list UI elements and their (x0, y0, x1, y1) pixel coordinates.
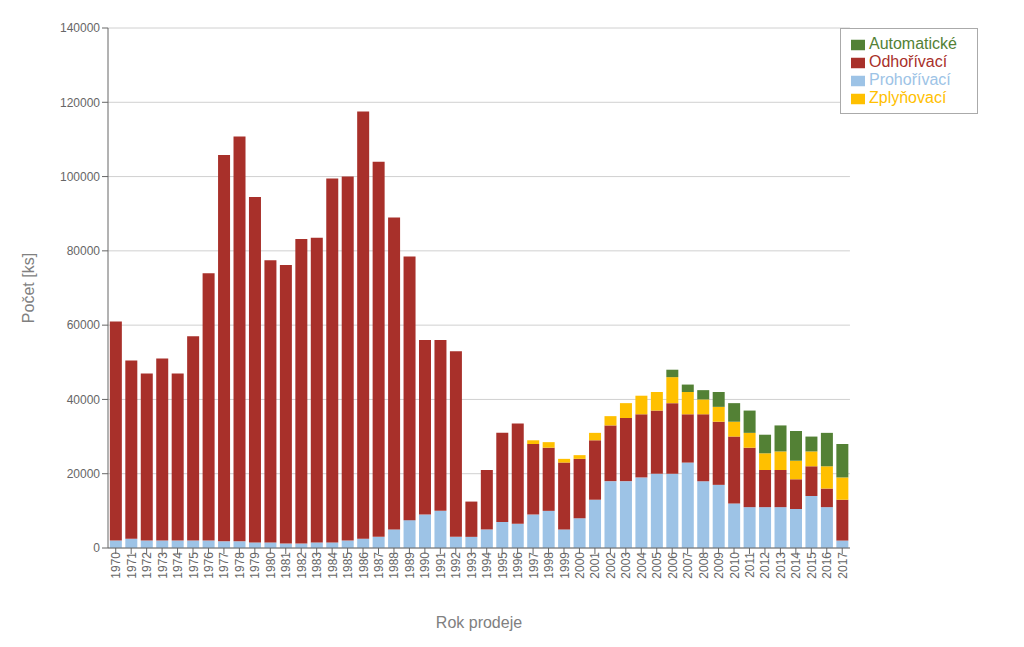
svg-text:2013: 2013 (774, 552, 788, 579)
svg-text:60000: 60000 (67, 318, 101, 332)
svg-text:2006: 2006 (666, 552, 680, 579)
svg-text:2009: 2009 (712, 552, 726, 579)
html-text:Prohořívací: Prohořívací (869, 71, 951, 88)
svg-text:0: 0 (93, 541, 100, 555)
svg-text:1999: 1999 (558, 552, 572, 579)
svg-text:1985: 1985 (341, 552, 355, 579)
svg-text:2004: 2004 (635, 552, 649, 579)
svg-text:1992: 1992 (449, 552, 463, 579)
svg-text:1987: 1987 (372, 552, 386, 579)
svg-text:1982: 1982 (295, 552, 309, 579)
svg-text:1990: 1990 (418, 552, 432, 579)
svg-text:2017: 2017 (836, 552, 850, 579)
svg-text:1974: 1974 (171, 552, 185, 579)
svg-text:1997: 1997 (527, 552, 541, 579)
svg-text:20000: 20000 (67, 467, 101, 481)
svg-text:2002: 2002 (604, 552, 618, 579)
svg-text:2000: 2000 (573, 552, 587, 579)
svg-text:1975: 1975 (187, 552, 201, 579)
svg-text:Rok prodeje: Rok prodeje (436, 614, 522, 631)
svg-text:1993: 1993 (465, 552, 479, 579)
svg-text:1988: 1988 (387, 552, 401, 579)
svg-text:120000: 120000 (60, 96, 100, 110)
svg-text:2001: 2001 (588, 552, 602, 579)
svg-text:100000: 100000 (60, 170, 100, 184)
svg-text:1996: 1996 (511, 552, 525, 579)
svg-text:1995: 1995 (496, 552, 510, 579)
svg-text:2016: 2016 (820, 552, 834, 579)
svg-text:40000: 40000 (67, 393, 101, 407)
svg-text:2003: 2003 (619, 552, 633, 579)
svg-text:2005: 2005 (650, 552, 664, 579)
svg-text:2008: 2008 (697, 552, 711, 579)
svg-text:2007: 2007 (681, 552, 695, 579)
svg-text:2015: 2015 (805, 552, 819, 579)
html-text:Zplyňovací: Zplyňovací (869, 89, 947, 106)
svg-text:1980: 1980 (264, 552, 278, 579)
svg-text:140000: 140000 (60, 21, 100, 35)
svg-text:2010: 2010 (728, 552, 742, 579)
svg-text:1998: 1998 (542, 552, 556, 579)
svg-text:1977: 1977 (217, 552, 231, 579)
svg-text:2012: 2012 (758, 552, 772, 579)
svg-text:1976: 1976 (202, 552, 216, 579)
svg-text:1994: 1994 (480, 552, 494, 579)
svg-text:1991: 1991 (434, 552, 448, 579)
svg-text:1970: 1970 (109, 552, 123, 579)
svg-text:Počet [ks]: Počet [ks] (20, 253, 37, 323)
svg-text:1973: 1973 (156, 552, 170, 579)
svg-text:1972: 1972 (140, 552, 154, 579)
svg-text:1984: 1984 (326, 552, 340, 579)
svg-text:2014: 2014 (789, 552, 803, 579)
svg-text:1989: 1989 (403, 552, 417, 579)
svg-text:2011: 2011 (743, 552, 757, 578)
html-text:Automatické: Automatické (869, 35, 957, 52)
svg-text:80000: 80000 (67, 244, 101, 258)
svg-text:1979: 1979 (248, 552, 262, 579)
svg-text:1978: 1978 (233, 552, 247, 579)
html-text:Odhořívací: Odhořívací (869, 53, 948, 70)
svg-text:1981: 1981 (279, 552, 293, 579)
svg-text:1983: 1983 (310, 552, 324, 579)
svg-text:1986: 1986 (357, 552, 371, 579)
svg-text:1971: 1971 (125, 552, 139, 579)
